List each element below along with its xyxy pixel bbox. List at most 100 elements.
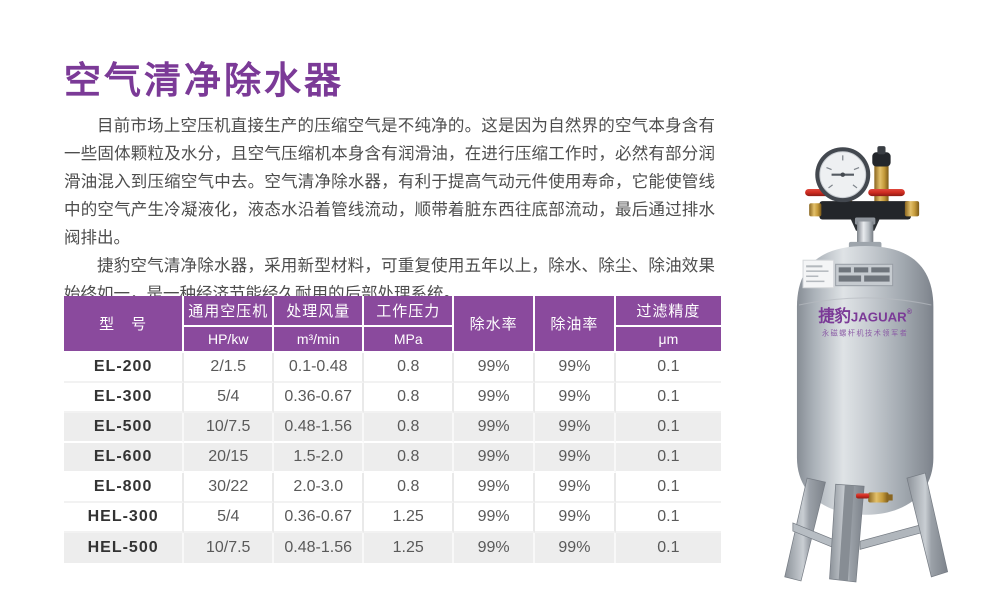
stand-legs [784,472,949,583]
table-row: EL-800 30/22 2.0-3.0 0.8 99% 99% 0.1 [64,473,721,503]
hp-kw-cell: 20/15 [184,443,275,473]
oil-rate-cell: 99% [535,473,616,503]
col-header-model: 型 号 [64,296,185,353]
col-header-flow: 处理风量 [274,296,365,327]
col-unit-um: μm [615,327,721,353]
table-row: EL-300 5/4 0.36-0.67 0.8 99% 99% 0.1 [64,383,721,413]
filter-cell: 0.1 [615,443,721,473]
red-lever-right [868,188,905,197]
page-title: 空气清净除水器 [64,60,344,101]
model-cell: HEL-500 [64,533,185,563]
oil-rate-cell: 99% [535,413,616,443]
gauge-face-ring [819,151,867,199]
hp-kw-cell: 5/4 [184,503,275,533]
pressure-cell: 0.8 [364,413,455,443]
filter-cell: 0.1 [615,383,721,413]
label-text-lines [806,265,829,283]
filter-cell: 0.1 [615,473,721,503]
pressure-cell: 1.25 [364,533,455,563]
flow-cell: 2.0-3.0 [274,473,365,503]
hp-kw-cell: 2/1.5 [184,353,275,383]
oil-rate-cell: 99% [535,353,616,383]
model-cell: HEL-300 [64,503,185,533]
water-rate-cell: 99% [454,533,536,563]
model-cell: EL-500 [64,413,185,443]
filter-cell: 0.1 [615,413,721,443]
flow-cell: 0.36-0.67 [274,383,365,413]
drain-valve-body [868,492,889,503]
flow-cell: 0.36-0.67 [274,503,365,533]
flow-cell: 0.48-1.56 [274,413,365,443]
model-cell: EL-600 [64,443,185,473]
filter-cell: 0.1 [615,503,721,533]
brass-elbow-left [809,203,822,217]
flow-cell: 0.1-0.48 [274,353,365,383]
pressure-cell: 0.8 [364,443,455,473]
spec-table: 型 号 通用空压机 处理风量 工作压力 除水率 除油率 过滤精度 HP/kw m… [64,296,721,563]
col-header-pressure: 工作压力 [364,296,455,327]
tank-seam [798,297,932,306]
water-rate-cell: 99% [454,353,536,383]
model-cell: EL-800 [64,473,185,503]
pressure-cell: 0.8 [364,383,455,413]
valve-nub [877,146,886,155]
tank: 捷豹JAGUAR® 永磁螺杆机技术领军者 [796,245,934,515]
oil-rate-cell: 99% [535,383,616,413]
drain-valve-outlet [886,494,893,501]
pressure-cell: 1.25 [364,503,455,533]
oil-rate-cell: 99% [535,503,616,533]
filter-cell: 0.1 [615,533,721,563]
right-leg [906,472,949,578]
brass-valve [874,162,889,204]
col-header-compressor: 通用空压机 [184,296,275,327]
table-row: EL-600 20/15 1.5-2.0 0.8 99% 99% 0.1 [64,443,721,473]
hp-kw-cell: 30/22 [184,473,275,503]
white-label-sticker [802,259,835,289]
flow-cell: 0.48-1.56 [274,533,365,563]
col-unit-mpa: MPa [364,327,455,353]
oil-rate-cell: 99% [535,533,616,563]
water-rate-cell: 99% [454,503,536,533]
drain-valve-handle [856,493,870,499]
col-header-oil-rate: 除油率 [535,296,616,353]
oil-rate-cell: 99% [535,443,616,473]
air-filter-tank-illustration: 捷豹JAGUAR® 永磁螺杆机技术领军者 [784,146,949,583]
col-unit-hp-kw: HP/kw [184,327,275,353]
table-row: EL-500 10/7.5 0.48-1.56 0.8 99% 99% 0.1 [64,413,721,443]
model-cell: EL-200 [64,353,185,383]
pressure-cell: 0.8 [364,353,455,383]
hp-kw-cell: 10/7.5 [184,533,275,563]
table-row: EL-200 2/1.5 0.1-0.48 0.8 99% 99% 0.1 [64,353,721,383]
col-unit-m3-min: m³/min [274,327,365,353]
intro-paragraph-1: 目前市场上空压机直接生产的压缩空气是不纯净的。这是因为自然界的空气本身含有一些固… [64,117,715,247]
brand-slogan: 永磁螺杆机技术领军者 [822,329,908,338]
pressure-cell: 0.8 [364,473,455,503]
hp-kw-cell: 5/4 [184,383,275,413]
water-rate-cell: 99% [454,413,536,443]
table-row: HEL-300 5/4 0.36-0.67 1.25 99% 99% 0.1 [64,503,721,533]
tank-body [796,245,934,515]
brand-logo: 捷豹JAGUAR® [818,306,912,325]
nameplate-detail [838,267,890,282]
water-rate-cell: 99% [454,443,536,473]
valve-cap [872,152,891,167]
model-cell: EL-300 [64,383,185,413]
gauge-hub [840,172,846,177]
tank-neck [857,221,874,246]
filter-cell: 0.1 [615,353,721,383]
col-header-water-rate: 除水率 [454,296,536,353]
hp-kw-cell: 10/7.5 [184,413,275,443]
drain-valve [856,492,893,503]
gauge-ticks [826,155,860,189]
flow-cell: 1.5-2.0 [274,443,365,473]
brass-elbow-right [904,201,920,217]
center-leg-groove [838,485,854,581]
col-header-filter: 过滤精度 [615,296,721,327]
table-row: HEL-500 10/7.5 0.48-1.56 1.25 99% 99% 0.… [64,533,721,563]
water-rate-cell: 99% [454,473,536,503]
water-rate-cell: 99% [454,383,536,413]
product-photo: 捷豹JAGUAR® 永磁螺杆机技术领军者 [746,136,966,584]
pressure-gauge [815,147,871,203]
manifold-block [819,201,911,220]
